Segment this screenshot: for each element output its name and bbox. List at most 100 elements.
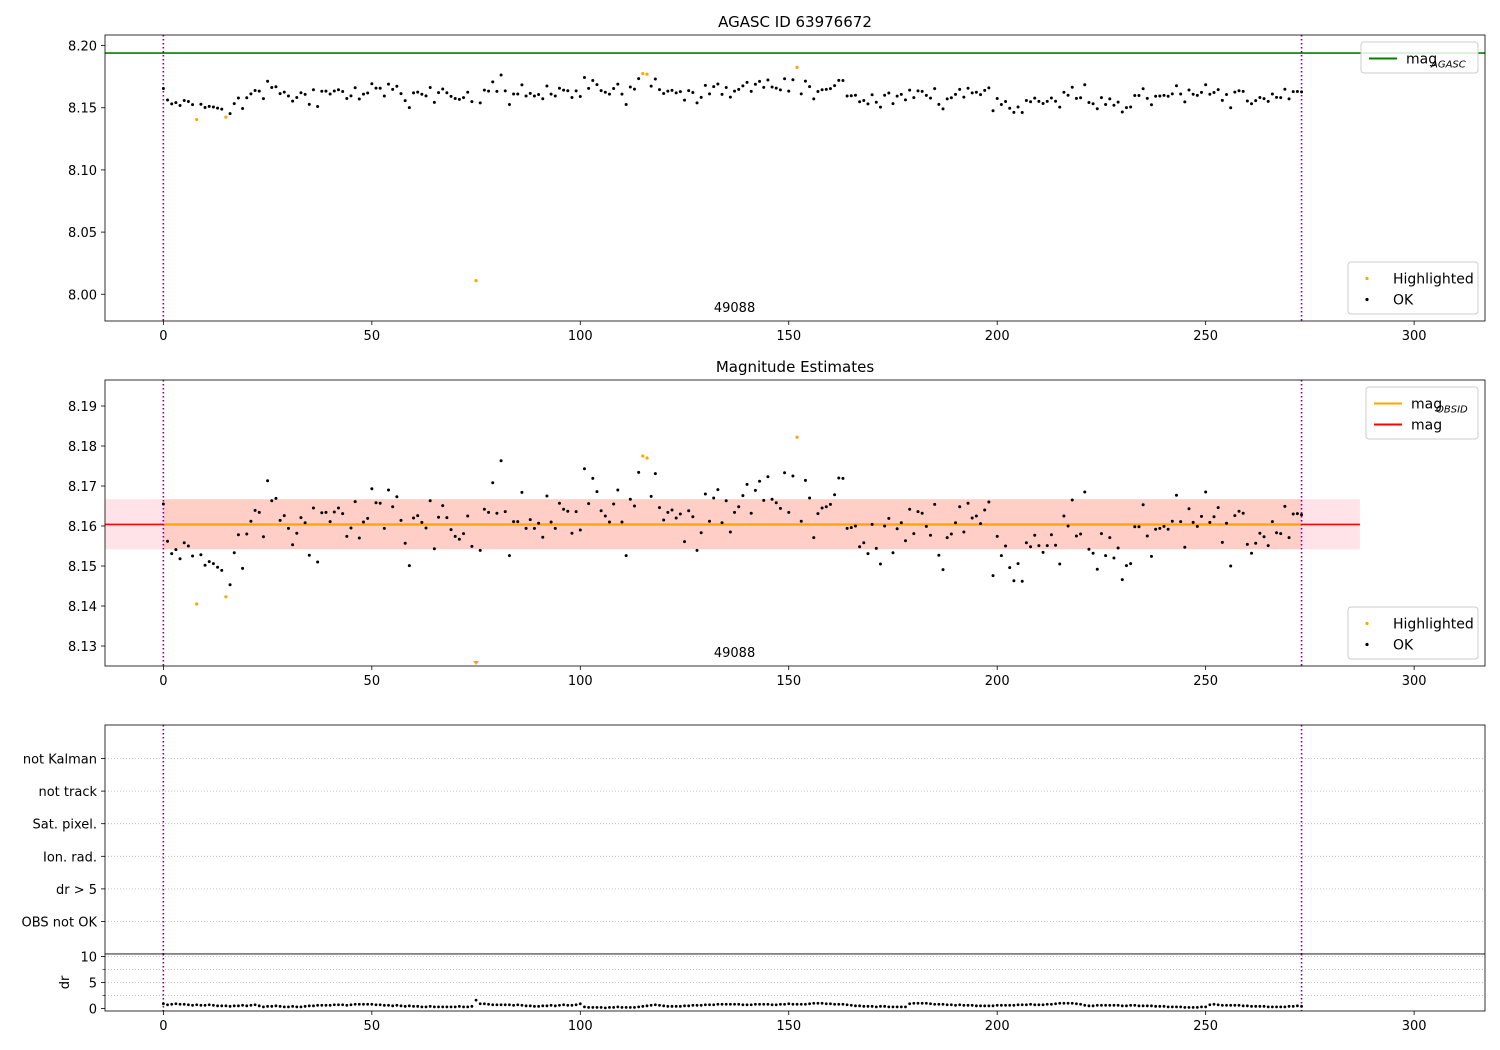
- x-tick-label: 0: [159, 329, 167, 344]
- ok-point: [837, 78, 841, 82]
- ok-point: [220, 568, 224, 572]
- legend-label: OK: [1393, 638, 1414, 654]
- y-tick-label: 8.00: [68, 288, 97, 303]
- ok-point: [512, 520, 516, 524]
- ok-point: [249, 519, 253, 523]
- dr-point: [912, 1001, 916, 1005]
- plot-area: [105, 725, 1485, 954]
- ok-point: [845, 94, 849, 98]
- dr-point: [1070, 1001, 1074, 1005]
- dr-point: [899, 1005, 903, 1009]
- dr-point: [983, 1004, 987, 1008]
- ok-point: [1187, 88, 1191, 92]
- dr-point: [799, 1002, 803, 1006]
- ok-point: [778, 88, 782, 92]
- dr-point: [428, 1004, 432, 1008]
- x-tick-label: 150: [776, 674, 801, 689]
- ok-point: [1220, 98, 1224, 102]
- ok-point: [307, 553, 311, 557]
- ok-point: [903, 98, 907, 102]
- ok-point: [1262, 535, 1266, 539]
- ok-point: [503, 510, 507, 514]
- ok-point: [520, 83, 524, 87]
- ok-point: [966, 501, 970, 505]
- ok-point: [974, 514, 978, 518]
- dr-point: [412, 1004, 415, 1008]
- ok-point: [916, 510, 920, 514]
- dr-point: [341, 1003, 345, 1007]
- dr-point: [879, 1004, 882, 1008]
- dr-point: [979, 1004, 982, 1008]
- ok-point: [749, 511, 753, 515]
- ok-point: [1291, 90, 1295, 94]
- ok-point: [320, 89, 324, 93]
- dr-point: [599, 1005, 603, 1009]
- ok-point: [941, 107, 945, 111]
- ok-point: [407, 106, 411, 110]
- dr-point: [362, 1002, 365, 1006]
- ok-point: [1233, 514, 1237, 518]
- dr-point: [562, 1003, 566, 1007]
- dr-point: [495, 1003, 499, 1007]
- dr-point: [908, 1002, 912, 1006]
- ok-point: [582, 76, 586, 80]
- ok-point: [1170, 519, 1174, 523]
- dr-point: [870, 1004, 874, 1008]
- dr-point: [612, 1005, 616, 1009]
- dr-point: [1016, 1003, 1020, 1007]
- ok-point: [983, 508, 987, 512]
- dr-point: [833, 1002, 837, 1006]
- dr-point: [1104, 1003, 1108, 1007]
- dr-point: [182, 1002, 186, 1006]
- ok-point: [607, 92, 611, 96]
- ok-point: [236, 96, 240, 100]
- ok-point: [332, 89, 336, 93]
- ok-point: [1245, 542, 1249, 546]
- y-tick-label: 8.18: [68, 440, 97, 455]
- ok-point: [378, 86, 382, 90]
- dr-point: [891, 1005, 895, 1009]
- dr-point: [712, 1003, 716, 1007]
- dr-point: [1270, 1005, 1274, 1009]
- ok-point: [203, 105, 207, 109]
- ok-point: [737, 87, 741, 91]
- dr-point: [691, 1003, 695, 1007]
- ok-point: [1195, 93, 1199, 97]
- dr-point: [1141, 1004, 1145, 1008]
- ok-point: [624, 103, 628, 107]
- dr-point: [1020, 1003, 1024, 1007]
- ok-point: [370, 487, 374, 491]
- dr-point: [332, 1003, 336, 1007]
- ok-point: [970, 91, 974, 95]
- dr-point: [1120, 1004, 1124, 1008]
- ok-point: [516, 92, 520, 96]
- ok-point: [1262, 97, 1266, 101]
- ok-point: [161, 502, 165, 506]
- highlighted-point: [795, 435, 799, 439]
- dr-point: [566, 1003, 570, 1007]
- ok-point: [303, 521, 307, 525]
- dr-point: [1187, 1005, 1191, 1009]
- dr-point: [328, 1003, 332, 1007]
- ok-point: [678, 90, 682, 94]
- legend-box: [1365, 386, 1479, 440]
- dr-point: [1191, 1005, 1195, 1009]
- flag-category-label: OBS not OK: [22, 916, 98, 931]
- ok-point: [1149, 103, 1153, 107]
- ok-point: [928, 533, 932, 537]
- ok-point: [1108, 536, 1112, 540]
- ok-point: [286, 94, 290, 98]
- ok-point: [1225, 92, 1229, 96]
- dr-point: [678, 1004, 682, 1008]
- ok-point: [437, 91, 441, 95]
- plot-area: [105, 35, 1485, 321]
- ok-point: [1033, 533, 1037, 537]
- ok-point: [1275, 95, 1279, 99]
- ok-point: [507, 554, 511, 558]
- flag-category-label: dr > 5: [56, 883, 97, 898]
- ok-point: [466, 90, 470, 94]
- ok-point: [282, 514, 286, 518]
- dr-point: [683, 1004, 686, 1008]
- dr-point: [641, 1004, 645, 1008]
- legend-marker-swatch: [1365, 297, 1369, 302]
